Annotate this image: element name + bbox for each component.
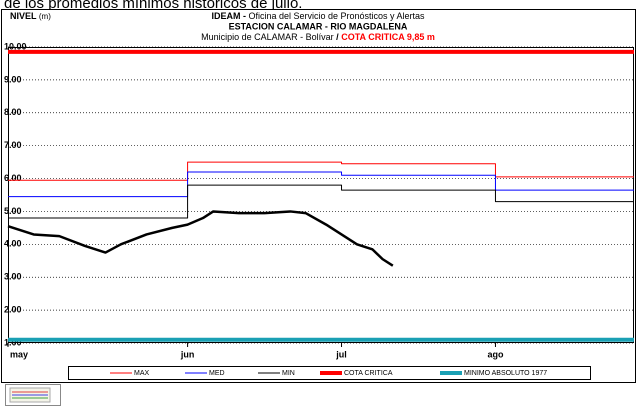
caption: de los promedios mínimos históricos de j… [4, 0, 302, 12]
y-label: NIVEL (m) [10, 11, 51, 21]
y-tick-label: 1.00 [4, 337, 22, 347]
legend-label: MED [209, 370, 225, 377]
y-tick-label: 4.00 [4, 239, 22, 249]
thumbnail-icon [5, 384, 61, 406]
series-line [7, 210, 394, 267]
x-tick-label: ago [487, 349, 504, 359]
location-line: Municipio de CALAMAR - Bolívar / COTA CR… [201, 32, 435, 42]
x-tick-label: jul [335, 349, 347, 359]
chart-title: Oficina del Servicio de Pronósticos y Al… [248, 11, 425, 21]
x-tick-label: may [10, 349, 28, 359]
y-label-text: NIVEL [10, 11, 37, 21]
y-tick-label: 9.00 [4, 74, 22, 84]
y-tick-label: 7.00 [4, 140, 22, 150]
critical-note: COTA CRITICA 9,85 m [341, 32, 435, 42]
title-org: IDEAM - [211, 11, 246, 21]
y-tick-label: 6.00 [4, 173, 22, 183]
y-unit: (m) [39, 12, 51, 21]
separator: / [336, 32, 339, 42]
legend-label: MINIMO ABSOLUTO 1977 [464, 370, 547, 377]
legend-label: MAX [134, 370, 150, 377]
y-tick-label: 10.00 [4, 41, 27, 51]
y-tick-label: 3.00 [4, 272, 22, 282]
chart-subtitle: ESTACION CALAMAR - RIO MAGDALENA [229, 21, 408, 31]
series-line [8, 184, 634, 219]
chart-frame [1, 9, 636, 383]
legend-label: MIN [282, 370, 295, 377]
plot-area [8, 47, 634, 343]
y-tick-label: 8.00 [4, 107, 22, 117]
y-tick-label: 5.00 [4, 206, 22, 216]
location: Municipio de CALAMAR - Bolívar [201, 32, 334, 42]
y-tick-label: 2.00 [4, 304, 22, 314]
x-tick-label: jun [180, 349, 195, 359]
legend-label: COTA CRITICA [344, 370, 393, 377]
title-line: IDEAM - Oficina del Servicio de Pronósti… [211, 11, 425, 21]
